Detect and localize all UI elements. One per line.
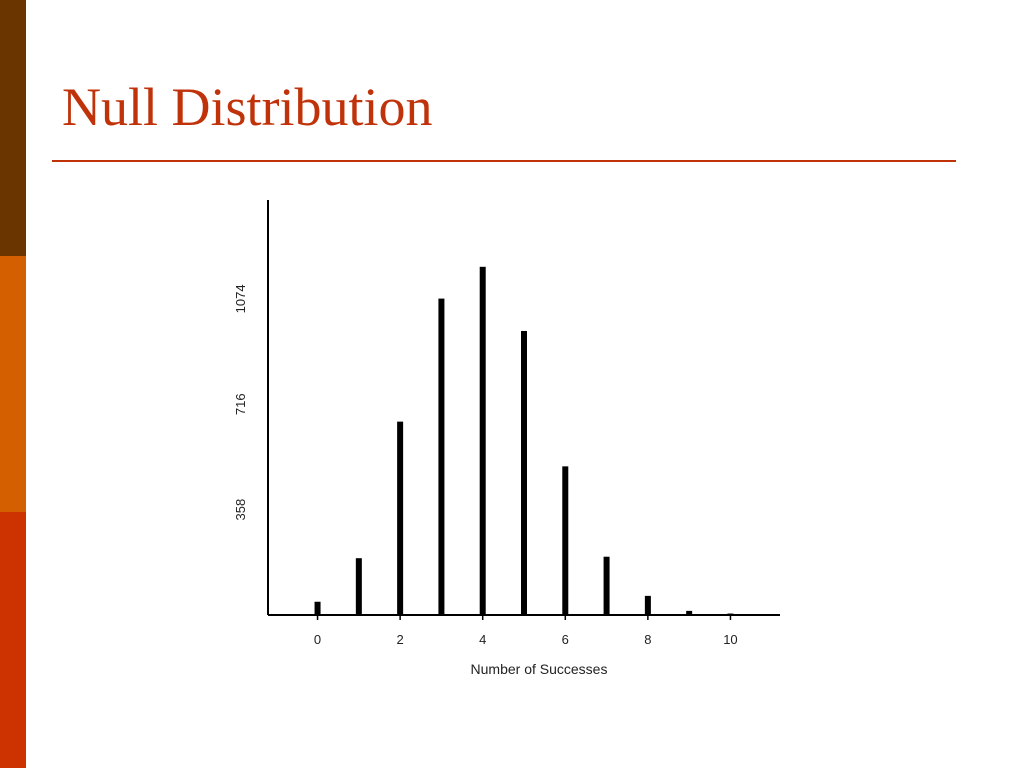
bar-4 [479,266,486,615]
x-tick-label: 6 [562,632,569,647]
slide-title: Null Distribution [62,77,433,137]
bar-8 [644,595,651,615]
bar-2 [397,421,404,615]
bar-3 [438,298,445,615]
x-tick-label: 10 [723,632,737,647]
y-tick-label: 358 [233,499,248,521]
bar-0 [314,601,321,615]
y-tick-label: 716 [233,393,248,415]
side-accent-bar-middle [0,256,26,512]
side-accent-bar-bottom [0,512,26,768]
x-tick-label: 2 [397,632,404,647]
bar-6 [562,466,569,615]
y-tick-label: 1074 [233,284,248,313]
side-accent-bar-top [0,0,26,256]
bar-9 [686,610,693,615]
x-tick-label: 4 [479,632,486,647]
bar-7 [603,556,610,615]
bar-5 [521,330,527,615]
x-axis-label: Number of Successes [471,661,608,677]
x-tick-label: 8 [644,632,651,647]
title-underline [52,160,956,162]
bar-1 [355,558,362,615]
x-tick-label: 0 [314,632,321,647]
